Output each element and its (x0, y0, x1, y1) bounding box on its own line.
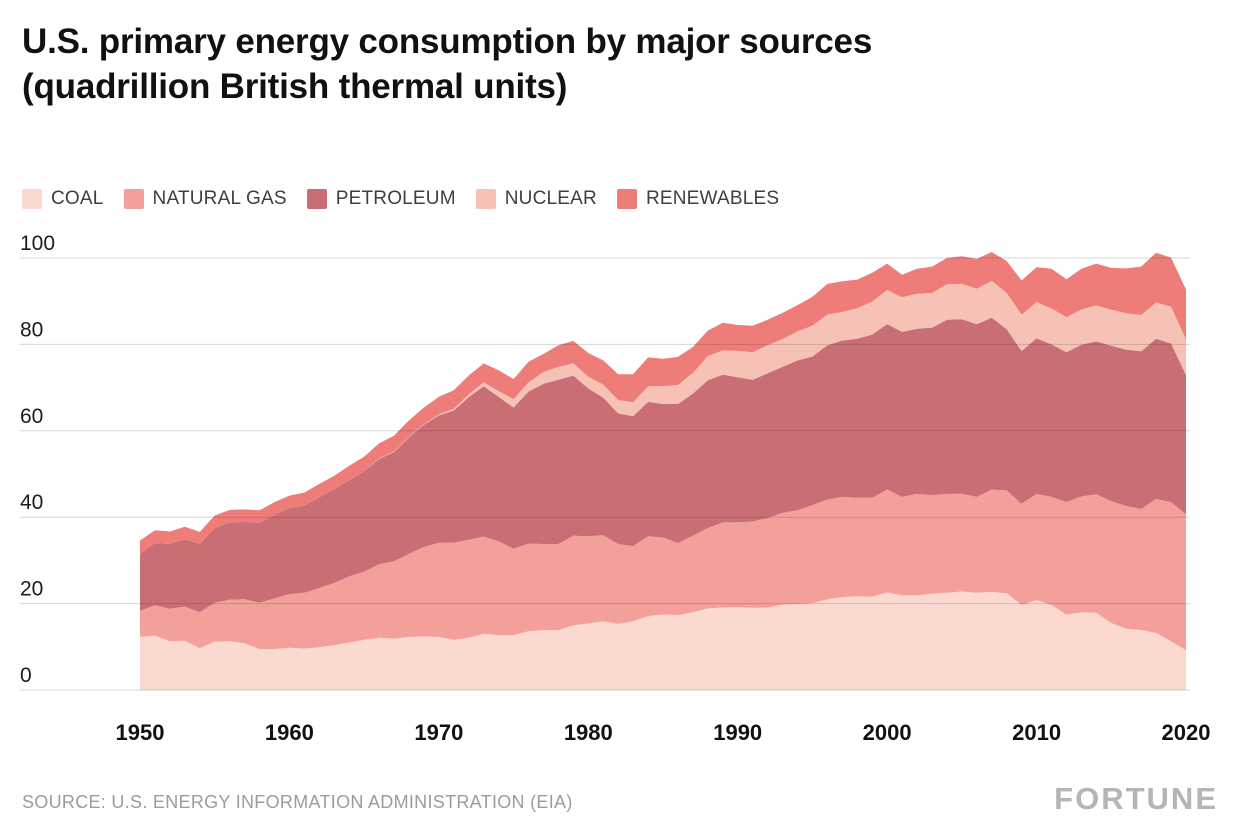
chart-title-line2: (quadrillion British thermal units) (22, 66, 568, 106)
area-petroleum (140, 317, 1186, 613)
legend-swatch-renewables (616, 189, 637, 209)
y-axis-label-40: 40 (20, 491, 43, 514)
legend-swatch-nuclear (475, 189, 496, 209)
legend-label-petroleum: PETROLEUM (335, 188, 456, 209)
gridlines (20, 257, 1190, 691)
legend-swatch-coal (22, 189, 42, 209)
legend-item-petroleum: PETROLEUM (306, 188, 456, 210)
legend-item-renewables: RENEWABLES (616, 188, 780, 210)
area-renewables (140, 252, 1186, 554)
x-axis-label-1950: 1950 (116, 720, 165, 745)
x-axis-label-1960: 1960 (265, 720, 314, 745)
chart-title-line1: U.S. primary energy consumption by major… (22, 22, 873, 61)
x-axis-label-2000: 2000 (863, 720, 912, 745)
legend-label-nuclear: NUCLEAR (504, 188, 597, 209)
y-axis-label-0: 0 (20, 664, 32, 687)
legend-item-nuclear: NUCLEAR (475, 188, 597, 210)
y-axis-label-80: 80 (20, 318, 43, 341)
legend-item-natural-gas: NATURAL GAS (123, 188, 287, 210)
legend-swatch-natural-gas (123, 189, 144, 209)
energy-consumption-chart: 0 20 40 60 80 100 1950 1960 1970 1980 1990 2000 2010… (20, 232, 1211, 745)
legend-swatch-petroleum (306, 189, 327, 209)
fortune-logo: FORTUNE (1054, 781, 1218, 816)
area-coal (140, 591, 1186, 690)
y-axis-label-20: 20 (20, 578, 43, 601)
source-note: SOURCE: U.S. ENERGY INFORMATION ADMINIST… (22, 792, 573, 812)
x-axis-label-2010: 2010 (1012, 720, 1061, 745)
x-axis-label-1990: 1990 (713, 720, 762, 745)
legend-item-coal: COAL (22, 188, 104, 210)
x-axis-label-1980: 1980 (564, 720, 613, 745)
legend-label-natural-gas: NATURAL GAS (152, 188, 287, 209)
x-axis-label-2020: 2020 (1162, 720, 1211, 745)
x-axis-label-1970: 1970 (414, 720, 463, 745)
area-natural-gas (140, 489, 1186, 651)
legend-label-renewables: RENEWABLES (645, 188, 780, 209)
y-axis-label-60: 60 (20, 405, 43, 428)
y-axis-label-100: 100 (20, 232, 55, 255)
chart-legend: COAL NATURAL GAS PETROLEUM NUCLEAR RENEWABLE… (22, 188, 779, 210)
legend-label-coal: COAL (51, 188, 104, 209)
chart-title: U.S. primary energy consumption by major… (22, 20, 872, 110)
